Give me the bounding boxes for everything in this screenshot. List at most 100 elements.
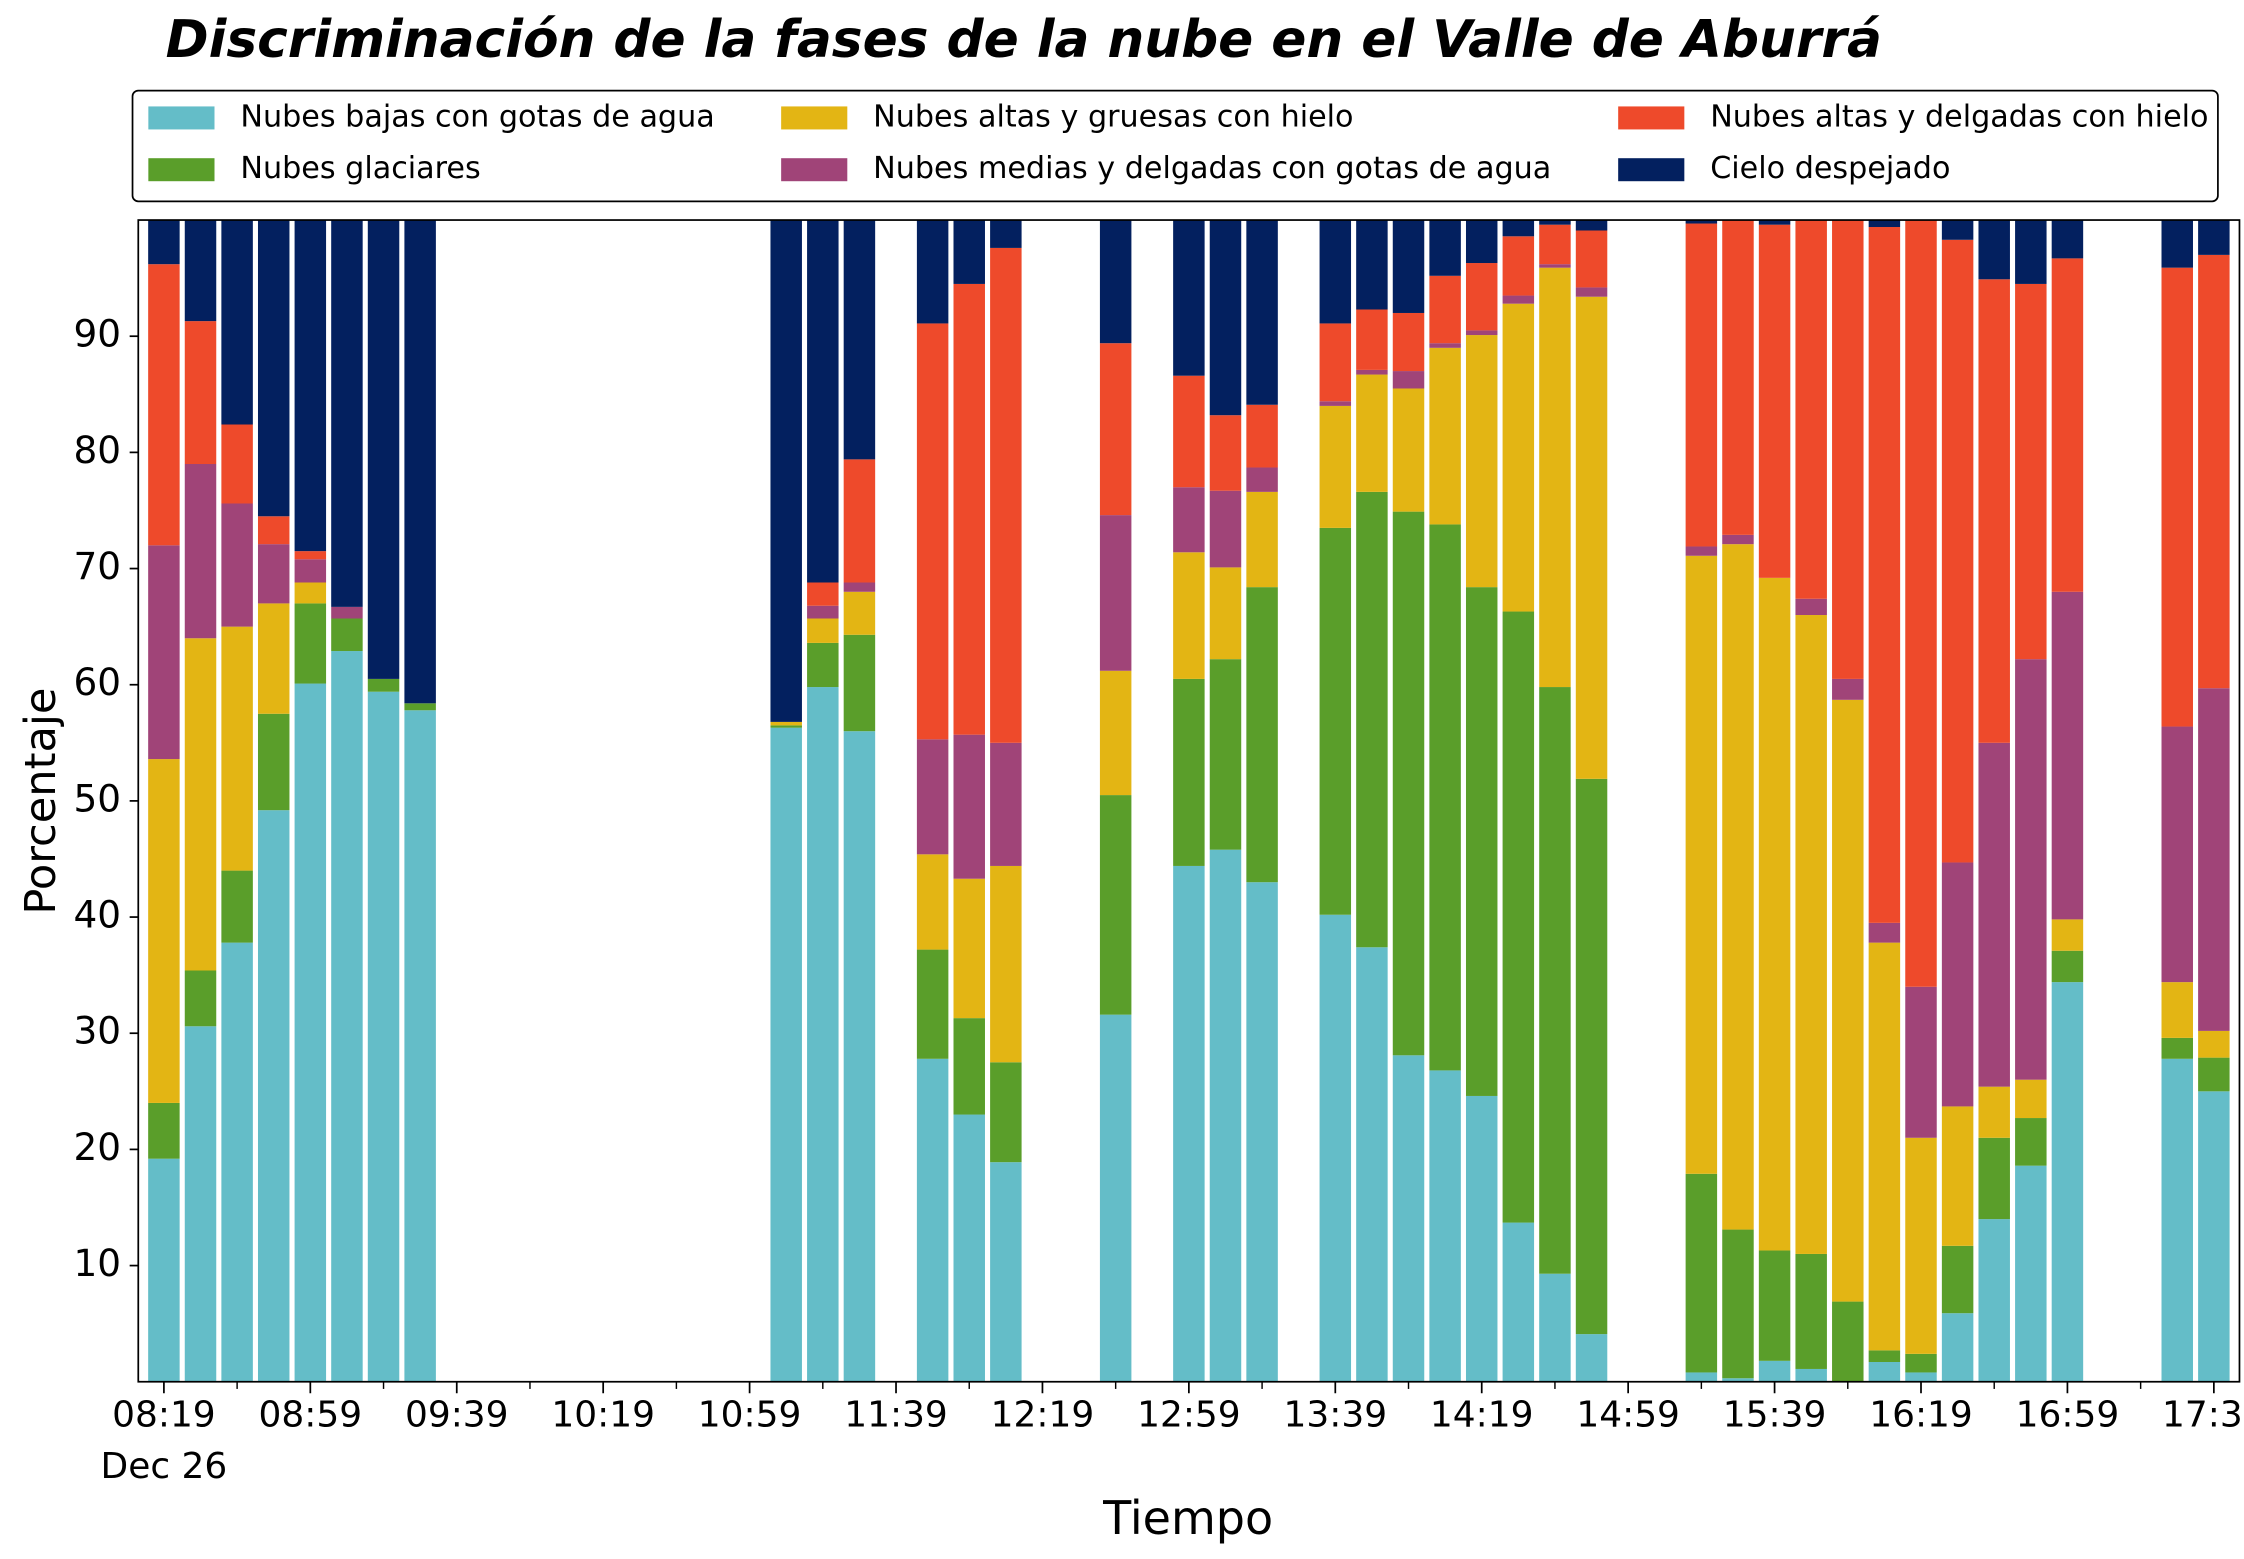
bar-segment bbox=[1392, 220, 1425, 313]
bar-segment bbox=[1795, 220, 1827, 599]
bar-segment bbox=[1429, 1070, 1461, 1382]
bar-segment bbox=[1429, 220, 1461, 276]
bar-segment bbox=[1539, 264, 1571, 268]
bar-segment bbox=[1722, 534, 1754, 545]
bar-segment bbox=[1758, 577, 1791, 1251]
bar-segment bbox=[953, 220, 985, 284]
x-tick-sublabel: Dec 26 bbox=[101, 1446, 228, 1487]
bar-segment bbox=[2015, 283, 2047, 660]
bar-segment bbox=[953, 1018, 985, 1115]
bar-segment bbox=[1941, 1106, 1974, 1246]
bar-segment bbox=[2161, 1037, 2193, 1059]
x-tick-label: 13:39 bbox=[1284, 1394, 1388, 1435]
bar-segment bbox=[990, 1062, 1022, 1163]
bar-segment bbox=[1319, 401, 1352, 406]
bar-segment bbox=[294, 559, 327, 583]
bar-segment bbox=[1173, 220, 1205, 376]
bar-segment bbox=[770, 727, 802, 1382]
bar-segment bbox=[1758, 224, 1791, 578]
bar-segment bbox=[1868, 942, 1901, 1351]
bar-segment bbox=[2161, 726, 2193, 983]
x-tick-label: 17:39 bbox=[2162, 1394, 2244, 1435]
bar-segment bbox=[1173, 552, 1205, 679]
bar-segment bbox=[1465, 1095, 1498, 1382]
bar-segment bbox=[1941, 1245, 1974, 1314]
bar-segment bbox=[331, 220, 363, 607]
bar-segment bbox=[1722, 1229, 1754, 1379]
bar-segment bbox=[2198, 688, 2230, 1031]
x-tick-label: 14:19 bbox=[1430, 1394, 1534, 1435]
bar-segment bbox=[1356, 369, 1388, 375]
bar-segment bbox=[294, 603, 327, 684]
x-tick-label: 08:59 bbox=[259, 1394, 363, 1435]
legend-swatch bbox=[148, 158, 215, 182]
bar-segment bbox=[184, 638, 217, 971]
bar-segment bbox=[2161, 220, 2193, 268]
bar-segment bbox=[1209, 849, 1242, 1382]
bar-segment bbox=[1429, 347, 1461, 525]
bar-segment bbox=[1356, 947, 1388, 1382]
bar-segment bbox=[367, 691, 400, 1382]
bar-segment bbox=[294, 582, 327, 604]
bar-segment bbox=[1795, 615, 1827, 1254]
x-tick-label: 10:59 bbox=[698, 1394, 802, 1435]
bar-segment bbox=[1465, 335, 1498, 588]
bar-segment bbox=[1099, 515, 1132, 671]
bar-segment bbox=[953, 734, 985, 879]
legend-label: Nubes glaciares bbox=[240, 151, 480, 186]
bar-segment bbox=[1319, 220, 1352, 324]
bar-segment bbox=[2161, 267, 2193, 727]
bar-segment bbox=[257, 713, 290, 811]
bar-segment bbox=[2015, 1165, 2047, 1382]
bar-segment bbox=[1539, 224, 1571, 265]
bar-segment bbox=[148, 1158, 180, 1382]
bar-segment bbox=[331, 651, 363, 1382]
legend-label: Nubes bajas con gotas de agua bbox=[240, 99, 714, 134]
legend-swatch bbox=[781, 158, 848, 182]
bar-segment bbox=[1392, 388, 1425, 512]
bar-segment bbox=[807, 220, 839, 583]
bar-segment bbox=[257, 603, 290, 714]
bar-segment bbox=[148, 220, 180, 265]
bar-segment bbox=[807, 605, 839, 619]
bar-segment bbox=[2051, 950, 2084, 983]
y-tick-label: 80 bbox=[73, 428, 121, 472]
bar-segment bbox=[1429, 524, 1461, 1071]
bar-segment bbox=[2051, 220, 2084, 259]
y-tick-label: 60 bbox=[73, 660, 121, 704]
bar-segment bbox=[1978, 1086, 2010, 1138]
bar-segment bbox=[1868, 227, 1901, 923]
bar-segment bbox=[1685, 1372, 1718, 1382]
bar-segment bbox=[770, 725, 802, 728]
bar-segment bbox=[1502, 303, 1535, 612]
bar-segment bbox=[221, 870, 253, 943]
legend-swatch bbox=[781, 106, 848, 130]
bar-segment bbox=[221, 503, 253, 627]
bar-segment bbox=[953, 1114, 985, 1382]
bar-segment bbox=[1832, 1301, 1864, 1382]
bar-segment bbox=[1099, 343, 1132, 516]
bar-segment bbox=[184, 321, 217, 465]
bar-segment bbox=[1392, 511, 1425, 1056]
bar-segment bbox=[843, 220, 876, 460]
bar-segment bbox=[1246, 587, 1278, 883]
bar-segment bbox=[1539, 267, 1571, 688]
bar-segment bbox=[1099, 795, 1132, 1015]
bar-segment bbox=[1795, 598, 1827, 616]
bar-segment bbox=[1758, 1360, 1791, 1382]
bar-segment bbox=[916, 739, 949, 855]
bar-segment bbox=[294, 551, 327, 560]
bar-segment bbox=[1209, 415, 1242, 491]
bar-segment bbox=[294, 220, 327, 552]
bar-segment bbox=[2198, 1057, 2230, 1092]
bar-segment bbox=[1465, 330, 1498, 336]
bar-segment bbox=[1319, 405, 1352, 528]
bar-segment bbox=[990, 1162, 1022, 1382]
bar-segment bbox=[1356, 220, 1388, 310]
bar-segment bbox=[2015, 220, 2047, 284]
y-tick-label: 40 bbox=[73, 893, 121, 937]
bar-segment bbox=[1319, 914, 1352, 1382]
legend-label: Nubes altas y delgadas con hielo bbox=[1710, 99, 2208, 134]
bar-segment bbox=[1575, 287, 1608, 297]
